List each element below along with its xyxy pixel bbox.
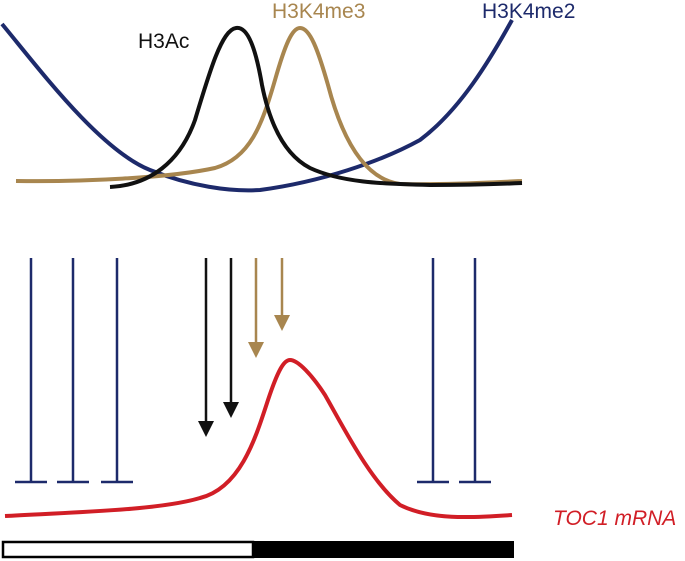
activation-arrow-2 [223,258,239,418]
h3k4me2-curve [0,19,514,193]
activation-arrow-4 [274,258,290,331]
h3ac-curve [109,25,523,189]
dark-period-bar [253,541,514,558]
repression-tbar-4 [417,258,449,484]
repression-tbar-2 [57,258,89,484]
repression-tbar-1 [15,258,47,484]
activation-arrow-3 [248,258,264,358]
h3k4me3-label: H3K4me3 [272,0,366,23]
repression-tbar-5 [459,258,491,484]
repression-markers [15,258,491,484]
light-period-bar [1,540,255,559]
toc1-mrna-curve [4,357,513,520]
h3ac-label: H3Ac [138,30,190,53]
activation-markers [198,258,290,437]
h3k4me2-label: H3K4me2 [482,0,576,23]
activation-arrow-1 [198,258,214,437]
toc1-mrna-label: TOC1 mRNA [553,507,677,530]
repression-tbar-3 [101,258,133,484]
